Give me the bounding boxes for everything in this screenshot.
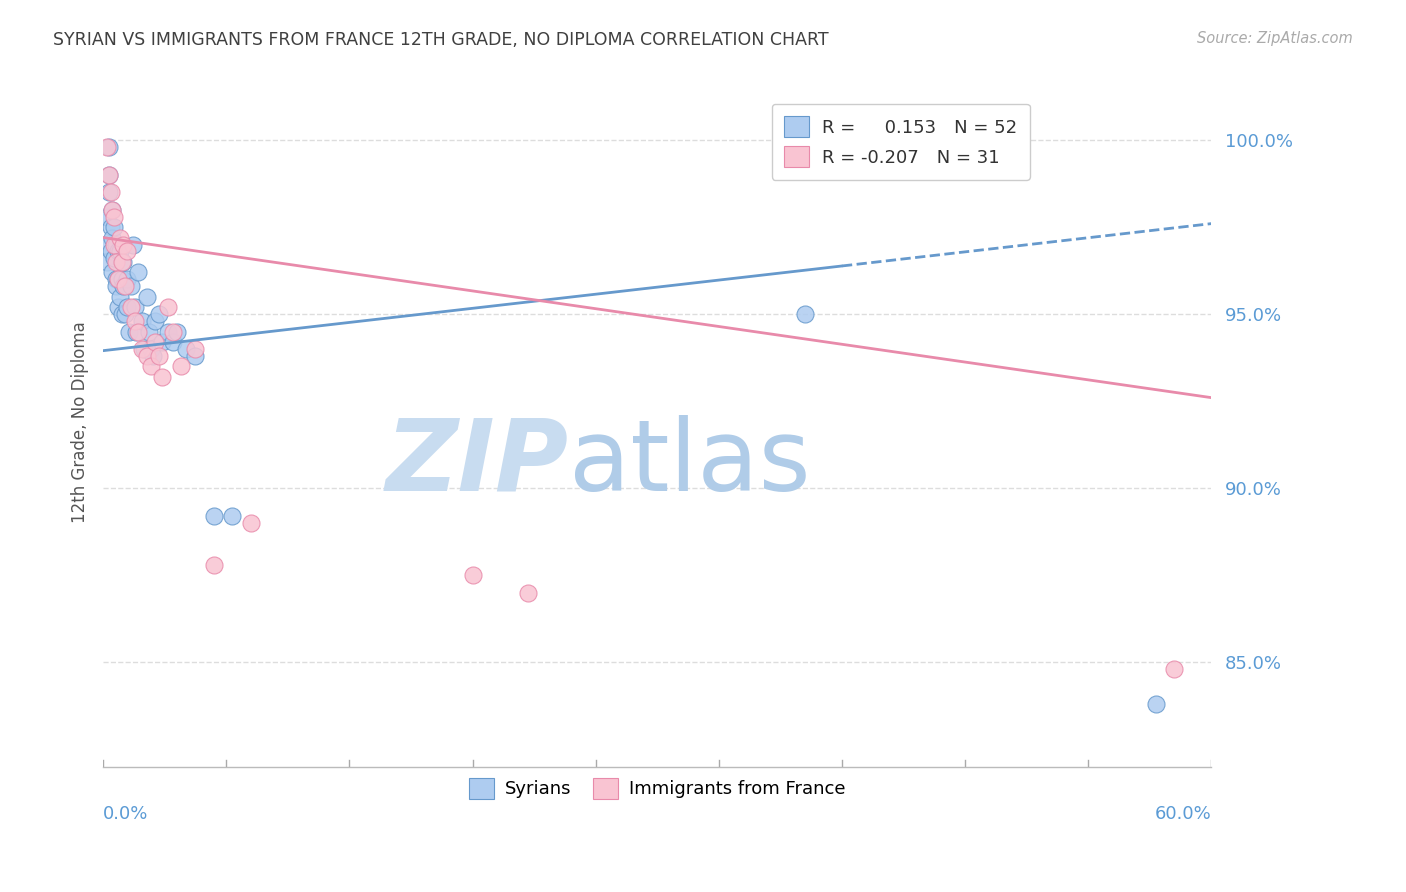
Legend: Syrians, Immigrants from France: Syrians, Immigrants from France — [461, 771, 853, 805]
Point — [112, 279, 135, 293]
Point — [108, 230, 131, 244]
Point — [150, 369, 173, 384]
Point — [101, 202, 124, 217]
Point — [100, 244, 122, 259]
Point — [118, 325, 141, 339]
Point — [136, 290, 159, 304]
Point — [97, 168, 120, 182]
Point — [108, 244, 131, 259]
Point — [461, 568, 484, 582]
Point — [105, 272, 128, 286]
Point — [170, 359, 193, 374]
Point — [127, 265, 149, 279]
Point — [148, 307, 170, 321]
Point — [110, 255, 132, 269]
Point — [115, 300, 138, 314]
Point — [120, 279, 142, 293]
Point — [127, 325, 149, 339]
Point — [138, 325, 160, 339]
Point — [150, 334, 173, 349]
Point — [184, 349, 207, 363]
Point — [221, 508, 243, 523]
Point — [96, 255, 118, 269]
Point — [162, 325, 184, 339]
Point — [239, 516, 262, 530]
Point — [110, 307, 132, 321]
Text: SYRIAN VS IMMIGRANTS FROM FRANCE 12TH GRADE, NO DIPLOMA CORRELATION CHART: SYRIAN VS IMMIGRANTS FROM FRANCE 12TH GR… — [53, 31, 830, 49]
Point — [114, 307, 136, 321]
Point — [156, 325, 179, 339]
Point — [105, 279, 128, 293]
Point — [107, 244, 129, 259]
Point — [107, 272, 129, 286]
Point — [110, 272, 132, 286]
Point — [114, 279, 136, 293]
Point — [107, 272, 129, 286]
Point — [131, 342, 153, 356]
Point — [108, 290, 131, 304]
Point — [142, 349, 165, 363]
Point — [125, 325, 148, 339]
Text: 0.0%: 0.0% — [103, 805, 149, 823]
Point — [103, 220, 125, 235]
Point — [148, 349, 170, 363]
Point — [202, 508, 225, 523]
Point — [105, 237, 128, 252]
Point — [101, 202, 124, 217]
Point — [121, 237, 143, 252]
Y-axis label: 12th Grade, No Diploma: 12th Grade, No Diploma — [72, 321, 89, 523]
Point — [132, 342, 155, 356]
Point — [156, 300, 179, 314]
Point — [794, 307, 817, 321]
Point — [124, 314, 146, 328]
Point — [96, 210, 118, 224]
Point — [1163, 662, 1185, 676]
Point — [131, 314, 153, 328]
Point — [112, 255, 135, 269]
Point — [103, 237, 125, 252]
Point — [97, 168, 120, 182]
Point — [96, 140, 118, 154]
Text: atlas: atlas — [568, 415, 810, 512]
Text: ZIP: ZIP — [385, 415, 568, 512]
Point — [100, 186, 122, 200]
Point — [100, 220, 122, 235]
Point — [115, 272, 138, 286]
Point — [143, 314, 166, 328]
Point — [103, 210, 125, 224]
Point — [101, 265, 124, 279]
Point — [184, 342, 207, 356]
Text: Source: ZipAtlas.com: Source: ZipAtlas.com — [1197, 31, 1353, 46]
Point — [124, 300, 146, 314]
Point — [162, 334, 184, 349]
Point — [120, 300, 142, 314]
Point — [202, 558, 225, 572]
Point — [112, 237, 135, 252]
Point — [103, 252, 125, 266]
Point — [107, 300, 129, 314]
Point — [136, 349, 159, 363]
Text: 60.0%: 60.0% — [1154, 805, 1212, 823]
Point — [141, 342, 163, 356]
Point — [1144, 697, 1167, 711]
Point — [94, 237, 117, 252]
Point — [115, 244, 138, 259]
Point — [517, 585, 540, 599]
Point — [174, 342, 197, 356]
Point — [97, 140, 120, 154]
Point — [143, 334, 166, 349]
Point — [166, 325, 188, 339]
Point — [101, 230, 124, 244]
Point — [97, 186, 120, 200]
Point — [141, 359, 163, 374]
Point — [105, 255, 128, 269]
